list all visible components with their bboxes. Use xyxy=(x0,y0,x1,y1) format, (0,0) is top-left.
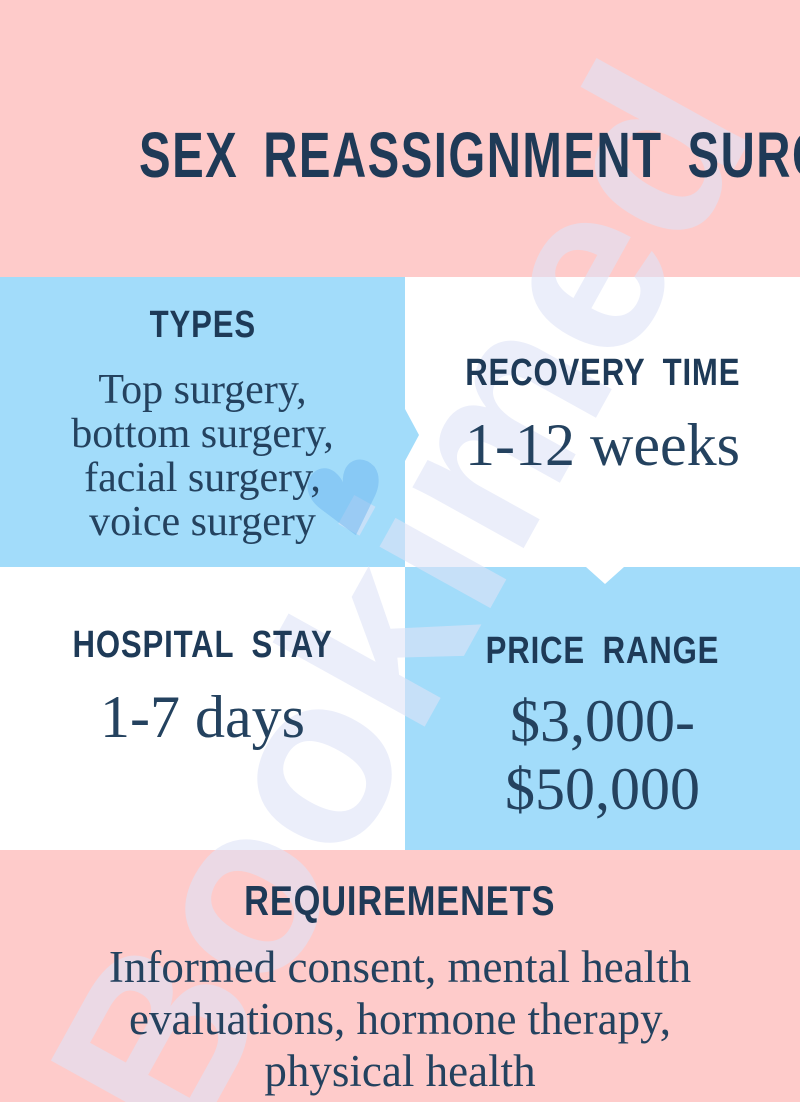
section-requirements: REQUIREMENETS Informed consent, mental h… xyxy=(0,851,800,1102)
hospital-stay-value: 1-7 days xyxy=(100,684,305,750)
price-range-label: PRICE RANGE xyxy=(485,630,720,672)
recovery-time-value: 1-12 weeks xyxy=(465,412,740,478)
hospital-stay-label: HOSPITAL STAY xyxy=(72,624,333,666)
price-range-line: $50,000 xyxy=(505,756,700,822)
types-line: Top surgery, xyxy=(98,367,307,413)
requirements-line: evaluations, hormone therapy, xyxy=(129,994,671,1044)
section-types: TYPES Top surgery, bottom surgery, facia… xyxy=(0,277,405,567)
price-box-background xyxy=(405,567,800,850)
section-price-range: PRICE RANGE $3,000- $50,000 xyxy=(405,567,800,850)
requirements-value: Informed consent, mental health evaluati… xyxy=(0,941,800,1097)
types-line: voice surgery xyxy=(89,499,316,545)
price-range-value: $3,000- $50,000 xyxy=(405,687,800,823)
hospital-box-background xyxy=(0,567,405,850)
page-title: SEX REASSIGNMENT SURGERY xyxy=(0,120,800,190)
price-range-line: $3,000- xyxy=(510,688,695,754)
types-pointer-icon xyxy=(405,409,419,461)
recovery-notch-icon xyxy=(586,567,624,584)
requirements-label: REQUIREMENETS xyxy=(244,877,556,924)
types-value: Top surgery, bottom surgery, facial surg… xyxy=(0,368,405,544)
types-box-background xyxy=(0,277,405,567)
requirements-line: physical health xyxy=(264,1046,536,1096)
section-hospital-stay: HOSPITAL STAY 1-7 days xyxy=(0,567,405,850)
recovery-box-background xyxy=(405,277,800,567)
requirements-line: Informed consent, mental health xyxy=(108,942,692,992)
page-title-text: SEX REASSIGNMENT SURGERY xyxy=(139,119,800,191)
types-line: facial surgery, xyxy=(84,455,321,501)
section-recovery-time: RECOVERY TIME 1-12 weeks xyxy=(405,277,800,567)
types-label: TYPES xyxy=(149,304,256,346)
types-line: bottom surgery, xyxy=(71,411,334,457)
recovery-time-label: RECOVERY TIME xyxy=(464,352,741,394)
